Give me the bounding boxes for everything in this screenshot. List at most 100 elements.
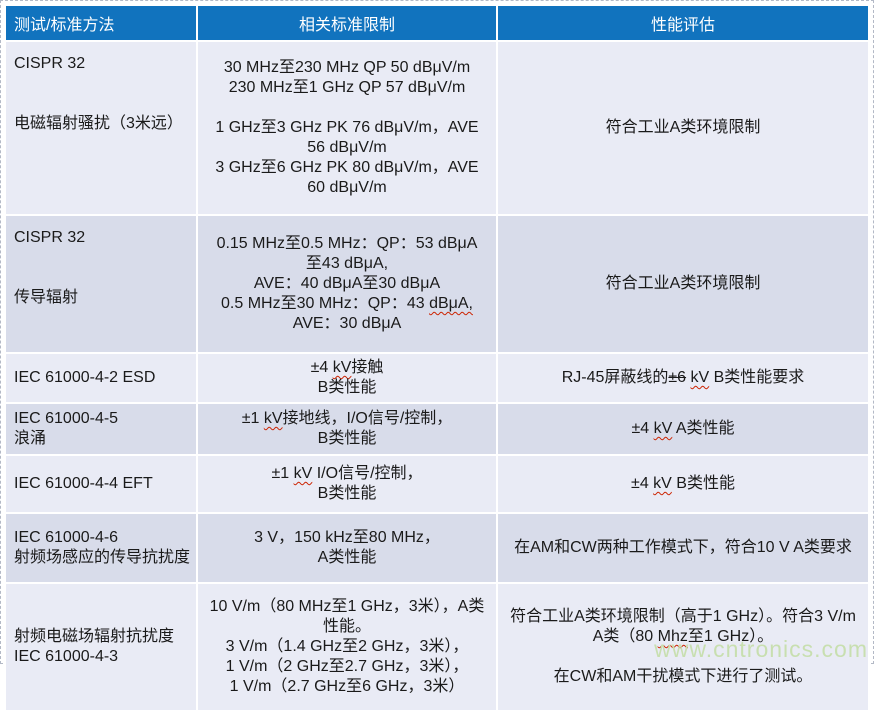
method-cell: IEC 61000-4-2 ESD	[6, 354, 196, 402]
method-cell: CISPR 32 电磁辐射骚扰（3米远）	[6, 42, 196, 214]
text-segment: 3 V，150 kHz至80 MHz，	[254, 529, 440, 546]
method-cell: 射频电磁场辐射抗扰度 IEC 61000-4-3	[6, 584, 196, 710]
text-line: 射频电磁场辐射抗扰度	[14, 627, 190, 647]
wavy-text: kV	[263, 410, 283, 427]
text-line: 符合工业A类环境限制	[504, 274, 862, 294]
wavy-text: kV	[690, 369, 710, 386]
text-segment: ±1	[241, 410, 264, 427]
text-line	[14, 74, 190, 94]
text-line: 浪涌	[14, 429, 190, 449]
text-segment: CISPR 32	[14, 229, 86, 246]
text-line: IEC 61000-4-6	[14, 528, 190, 548]
table-row: IEC 61000-4-6 射频场感应的传导抗扰度 3 V，150 kHz至80 M…	[6, 514, 868, 582]
text-segment: 射频场感应的传导抗扰度	[14, 549, 191, 566]
evaluation-cell: ±4 kV A类性能	[498, 404, 868, 454]
text-line: ±4 kV A类性能	[504, 419, 862, 439]
text-line: ±4 kV接触	[204, 358, 490, 378]
text-line: 至43 dBμA,	[204, 254, 490, 274]
text-line: 在AM和CW两种工作模式下，符合10 V A类要求	[504, 538, 862, 558]
strike-text: ±6	[668, 369, 687, 386]
text-line: 3 V，150 kHz至80 MHz，	[204, 528, 490, 548]
wavy-text: dBμA,	[429, 295, 473, 312]
table-row: IEC 61000-4-2 ESD ±4 kV接触 B类性能 RJ-45屏蔽线的±6 …	[6, 354, 868, 402]
text-segment: 10 V/m（80 MHz至1 GHz，3米），A类性能。	[209, 598, 485, 635]
text-line: IEC 61000-4-5	[14, 409, 190, 429]
text-line: A类性能	[204, 548, 490, 568]
text-line: 0.15 MHz至0.5 MHz：QP：53 dBμA	[204, 234, 490, 254]
text-segment: 60 dBμV/m	[307, 179, 387, 196]
text-segment: B类性能	[317, 485, 377, 502]
text-segment: RJ-45屏蔽线的	[561, 369, 669, 386]
text-line	[14, 248, 190, 268]
watermark: www.cntronics.com	[654, 636, 868, 662]
text-line: 0.5 MHz至30 MHz：QP：43 dBμA,	[204, 294, 490, 314]
text-line: AVE：40 dBμA至30 dBμA	[204, 274, 490, 294]
text-segment: 230 MHz至1 GHz QP 57 dBμV/m	[228, 79, 466, 96]
header-row: 测试/标准方法 相关标准限制 性能评估	[6, 6, 868, 40]
text-segment: 3 GHz至6 GHz PK 80 dBμV/m，AVE	[215, 159, 479, 176]
text-segment: IEC 61000-4-5	[14, 410, 119, 427]
text-segment: 1 V/m（2 GHz至2.7 GHz，3米），	[225, 658, 469, 675]
evaluation-cell: RJ-45屏蔽线的±6 kV B类性能要求	[498, 354, 868, 402]
column-header-evaluation: 性能评估	[498, 6, 868, 40]
limits-cell: ±1 kV I/O信号/控制， B类性能	[198, 456, 496, 512]
evaluation-cell: 符合工业A类环境限制	[498, 42, 868, 214]
text-segment: 0.5 MHz至30 MHz：QP：43	[221, 295, 430, 312]
text-segment: 至43 dBμA,	[305, 255, 389, 272]
text-line: 1 GHz至3 GHz PK 76 dBμV/m，AVE	[204, 118, 490, 138]
text-segment: 3 V/m（1.4 GHz至2 GHz，3米），	[225, 638, 469, 655]
emc-standards-table: 测试/标准方法 相关标准限制 性能评估 CISPR 32 电磁辐射骚扰（3米远）…	[4, 4, 870, 712]
limits-cell: 0.15 MHz至0.5 MHz：QP：53 dBμA 至43 dBμA, AVE：…	[198, 216, 496, 352]
text-segment: B类性能	[671, 475, 735, 492]
text-segment: 0.15 MHz至0.5 MHz：QP：53 dBμA	[216, 235, 478, 252]
limits-cell: 3 V，150 kHz至80 MHz， A类性能	[198, 514, 496, 582]
text-line: B类性能	[204, 429, 490, 449]
text-segment: 1 GHz至3 GHz PK 76 dBμV/m，AVE	[215, 119, 479, 136]
wavy-text: Mhz	[657, 628, 688, 645]
text-segment: 至1 GHz）。	[687, 628, 774, 645]
text-segment: CISPR 32	[14, 55, 86, 72]
table-row: IEC 61000-4-4 EFT ±1 kV I/O信号/控制， B类性能 ±4 k…	[6, 456, 868, 512]
text-segment: AVE：40 dBμA至30 dBμA	[253, 275, 441, 292]
limits-cell: ±1 kV接地线，I/O信号/控制， B类性能	[198, 404, 496, 454]
text-segment: 在CW和AM干扰模式下进行了测试。	[553, 668, 813, 685]
text-segment: 符合工业A类环境限制（高于1 GHz）。符合3 V/m A类（80	[510, 608, 856, 645]
limits-cell: 30 MHz至230 MHz QP 50 dBμV/m 230 MHz至1 GHz…	[198, 42, 496, 214]
text-segment: I/O信号/控制，	[312, 465, 423, 482]
text-line: 传导辐射	[14, 288, 190, 308]
text-segment: 电磁辐射骚扰（3米远）	[14, 115, 183, 132]
method-cell: IEC 61000-4-6 射频场感应的传导抗扰度	[6, 514, 196, 582]
evaluation-cell: 符合工业A类环境限制	[498, 216, 868, 352]
text-line: CISPR 32	[14, 228, 190, 248]
text-line: 符合工业A类环境限制（高于1 GHz）。符合3 V/m A类（80 Mhz至1 …	[504, 607, 862, 647]
text-segment: 浪涌	[14, 430, 47, 447]
wavy-text: kV	[293, 465, 313, 482]
text-line: B类性能	[204, 378, 490, 398]
text-segment: 30 MHz至230 MHz QP 50 dBμV/m	[223, 59, 471, 76]
text-line: ±1 kV I/O信号/控制，	[204, 464, 490, 484]
text-segment: 1 V/m（2.7 GHz至6 GHz，3米）	[229, 678, 465, 695]
text-segment: A类性能	[672, 420, 735, 437]
limits-cell: 10 V/m（80 MHz至1 GHz，3米），A类性能。 3 V/m（1.4 G…	[198, 584, 496, 710]
text-segment: IEC 61000-4-2 ESD	[14, 369, 156, 386]
text-line: ±4 kV B类性能	[504, 474, 862, 494]
text-line: 射频场感应的传导抗扰度	[14, 548, 190, 568]
text-line	[204, 98, 490, 118]
wavy-text: kV	[332, 359, 352, 376]
text-line	[14, 94, 190, 114]
text-line: 60 dBμV/m	[204, 178, 490, 198]
table-row: CISPR 32 电磁辐射骚扰（3米远） 30 MHz至230 MHz QP 50…	[6, 42, 868, 214]
text-segment: AVE：30 dBμA	[292, 315, 402, 332]
text-segment: B类性能要求	[709, 369, 805, 386]
evaluation-cell: 在AM和CW两种工作模式下，符合10 V A类要求	[498, 514, 868, 582]
table-row: CISPR 32 传导辐射 0.15 MHz至0.5 MHz：QP：53 dBμA…	[6, 216, 868, 352]
text-line: 符合工业A类环境限制	[504, 118, 862, 138]
text-segment: ±1	[271, 465, 294, 482]
text-segment: 符合工业A类环境限制	[605, 119, 761, 136]
text-segment: A类性能	[317, 549, 377, 566]
text-line: 56 dBμV/m	[204, 138, 490, 158]
text-segment: IEC 61000-4-4 EFT	[14, 475, 153, 492]
text-segment: ±4	[631, 420, 654, 437]
text-segment: 在AM和CW两种工作模式下，符合10 V A类要求	[514, 539, 852, 556]
text-line: B类性能	[204, 484, 490, 504]
